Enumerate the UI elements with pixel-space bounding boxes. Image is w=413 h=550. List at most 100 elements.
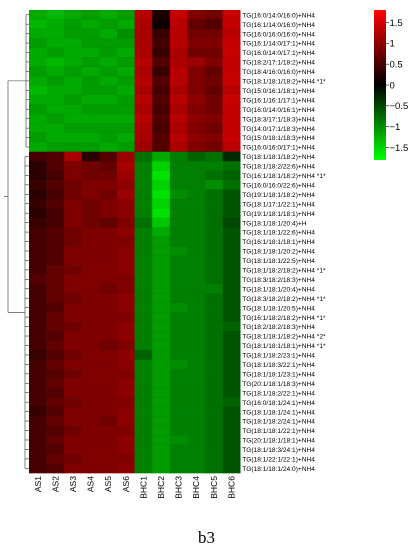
heatmap-cell — [29, 397, 47, 408]
heatmap-cell — [152, 397, 171, 408]
heatmap-cell — [222, 170, 241, 181]
heatmap-cell — [169, 227, 188, 238]
heatmap-cell — [99, 10, 118, 20]
heatmap-cell — [81, 444, 100, 455]
heatmap-cell — [187, 331, 206, 342]
heatmap-cell — [117, 378, 135, 389]
heatmap-cell — [152, 227, 171, 238]
column-label: BHC4 — [191, 476, 201, 499]
heatmap-cell — [169, 236, 188, 247]
heatmap-cell — [81, 217, 100, 228]
heatmap-cell — [134, 161, 153, 171]
heatmap-cell — [64, 416, 83, 427]
heatmap-cell — [117, 217, 135, 228]
heatmap-cell — [152, 180, 171, 190]
heatmap-cell — [222, 132, 241, 143]
heatmap-cell — [134, 255, 153, 266]
heatmap-cell — [117, 359, 135, 370]
heatmap-cell — [187, 416, 206, 427]
heatmap-cell — [187, 321, 206, 332]
heatmap-cell — [81, 246, 100, 256]
heatmap-cell — [46, 435, 65, 445]
heatmap-cell — [46, 293, 65, 304]
heatmap-cell — [117, 463, 135, 474]
column-label: BHC5 — [209, 476, 219, 499]
heatmap-cell — [29, 189, 47, 200]
row-label: TG(18:3/18:2/18:3)+NH4 — [242, 277, 315, 284]
heatmap-cell — [64, 47, 83, 58]
heatmap-cell — [222, 331, 241, 342]
row-label: TG(15:0/18:1/18:3)+NH4 — [242, 135, 315, 142]
heatmap-cell — [81, 378, 100, 389]
heatmap-cell — [99, 95, 118, 105]
heatmap-cell — [169, 66, 188, 77]
heatmap-cell — [169, 10, 188, 20]
heatmap-cell — [64, 444, 83, 455]
color-scale-bar: 1.5 1 0.5 0 −0.5 −1 −1.5 — [374, 10, 408, 160]
heatmap-cell — [81, 397, 100, 408]
color-scale-gradient — [374, 10, 386, 160]
heatmap-cell — [169, 57, 188, 67]
row-label: TG(18:2/17:1/18:2)+NH4 — [242, 60, 315, 67]
heatmap-cell — [29, 265, 47, 275]
row-labels: TG(16:0/14:0/16:0)+NH4 TG(16:1/14:0/16:0)… — [242, 12, 326, 473]
heatmap-cell — [46, 397, 65, 408]
heatmap-cell — [117, 151, 135, 162]
heatmap-cell — [99, 463, 118, 474]
heatmap-cell — [99, 302, 118, 313]
heatmap-cell — [152, 255, 171, 266]
heatmap-cell — [187, 208, 206, 219]
heatmap-cell — [117, 284, 135, 294]
heatmap-cell — [29, 312, 47, 323]
heatmap-cell — [117, 28, 135, 39]
heatmap-cell — [205, 378, 223, 389]
row-label: TG(18:1/18:1/20:4)+NH4 — [242, 286, 315, 293]
heatmap-cell — [46, 47, 65, 58]
heatmap-cell — [46, 302, 65, 313]
heatmap-cell — [222, 57, 241, 67]
row-label: TG(18:3/18:2/18:2)+NH4 *1* — [242, 296, 326, 303]
heatmap-cell — [169, 388, 188, 398]
heatmap-cell — [99, 76, 118, 86]
heatmap-cell — [222, 302, 241, 313]
heatmap-cell — [169, 151, 188, 162]
heatmap-cell — [152, 359, 171, 370]
heatmap-cell — [187, 388, 206, 398]
heatmap-cell — [64, 425, 83, 436]
heatmap-cell — [222, 19, 241, 30]
heatmap-cell — [64, 369, 83, 379]
row-label: TG(18:2/18:2/18:3)+NH4 — [242, 324, 315, 331]
heatmap-cell — [29, 416, 47, 427]
heatmap-cell — [205, 236, 223, 247]
heatmap-cell — [81, 236, 100, 247]
heatmap-cell — [81, 274, 100, 285]
heatmap-cell — [64, 406, 83, 417]
heatmap-cell — [222, 369, 241, 379]
heatmap-cell — [81, 302, 100, 313]
heatmap-cell — [134, 463, 153, 474]
heatmap-cell — [99, 208, 118, 219]
heatmap-cell — [222, 123, 241, 134]
row-label: TG(16:0/14:0/17:1)+NH4 — [242, 50, 315, 57]
heatmap-cell — [46, 406, 65, 417]
heatmap-cell — [117, 95, 135, 105]
heatmap-cell — [169, 359, 188, 370]
heatmap-cell — [187, 217, 206, 228]
heatmap-cell — [152, 274, 171, 285]
heatmap-cell — [81, 161, 100, 171]
heatmap-cell — [152, 454, 171, 464]
heatmap-cell — [205, 123, 223, 134]
heatmap-cell — [205, 95, 223, 105]
heatmap-cell — [134, 189, 153, 200]
heatmap-cell — [99, 113, 118, 124]
heatmap-cell — [81, 350, 100, 360]
heatmap-cell — [169, 274, 188, 285]
heatmap-cell — [81, 19, 100, 30]
heatmap-cell — [152, 236, 171, 247]
heatmap-cell — [64, 170, 83, 181]
heatmap-cell — [99, 104, 118, 115]
heatmap-cell — [99, 227, 118, 238]
heatmap-cell — [81, 142, 100, 153]
heatmap-cell — [117, 10, 135, 20]
heatmap-cell — [99, 28, 118, 39]
